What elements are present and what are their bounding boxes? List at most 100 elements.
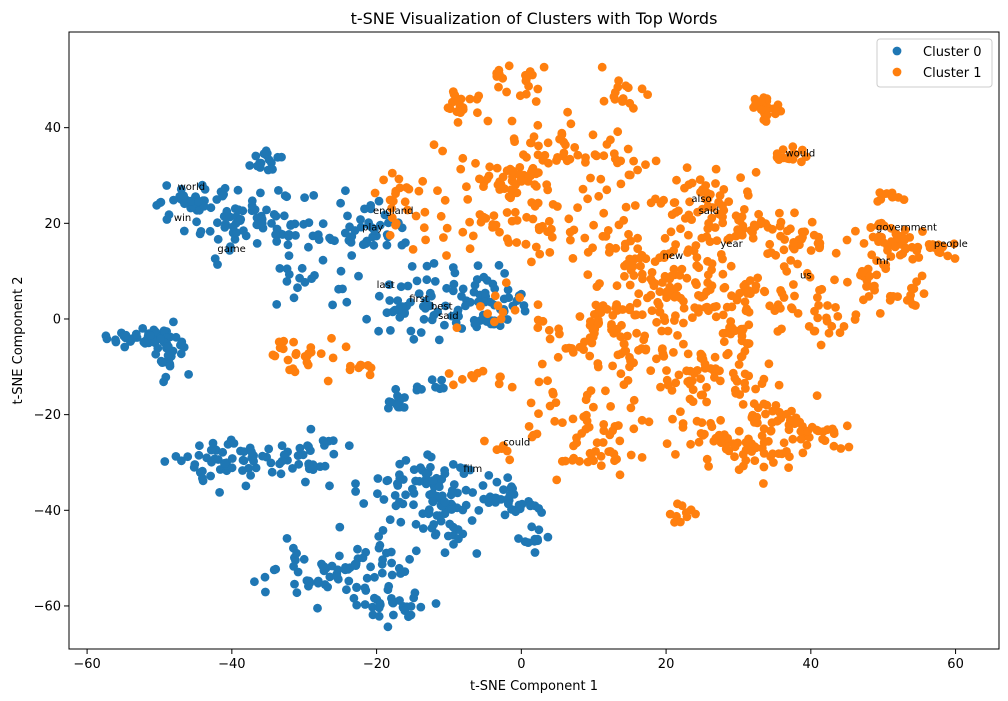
data-point — [654, 300, 664, 310]
data-point — [289, 562, 298, 571]
data-point — [744, 434, 753, 444]
data-point — [771, 250, 781, 260]
data-point — [566, 235, 575, 245]
data-point — [544, 158, 553, 168]
data-point — [935, 248, 945, 258]
data-point — [625, 261, 634, 271]
data-point — [545, 248, 555, 257]
data-point — [534, 377, 544, 387]
data-point — [711, 179, 720, 188]
data-point — [323, 376, 333, 386]
data-point — [395, 470, 404, 480]
data-point — [872, 270, 882, 280]
data-point — [662, 439, 672, 448]
data-point — [362, 314, 371, 324]
data-point — [656, 382, 665, 392]
data-point — [480, 436, 489, 446]
data-point — [710, 223, 720, 232]
data-point — [527, 257, 536, 267]
data-point — [641, 160, 650, 170]
data-point — [213, 455, 223, 464]
data-point — [704, 306, 713, 316]
data-point — [599, 151, 609, 161]
data-point — [428, 497, 438, 507]
data-point — [225, 246, 235, 255]
data-point — [674, 370, 684, 380]
data-point — [155, 198, 165, 208]
data-point — [309, 191, 319, 200]
x-tick-label: 0 — [517, 657, 525, 672]
data-point — [679, 303, 689, 313]
x-tick-label: 40 — [803, 657, 820, 672]
data-point — [784, 463, 793, 472]
data-point — [517, 176, 526, 186]
data-point — [421, 235, 430, 245]
data-point — [702, 454, 712, 464]
data-point — [760, 287, 770, 297]
data-point — [777, 324, 786, 334]
data-point — [626, 450, 636, 460]
data-point — [623, 83, 633, 93]
data-point — [408, 484, 417, 494]
data-point — [391, 501, 401, 511]
data-point — [392, 400, 402, 410]
data-point — [534, 141, 543, 151]
data-point — [776, 286, 785, 295]
data-point — [300, 193, 309, 203]
data-point — [352, 600, 362, 610]
data-point — [625, 98, 635, 108]
data-point — [694, 263, 704, 273]
data-point — [813, 293, 822, 302]
data-point — [818, 434, 827, 444]
data-point — [448, 263, 458, 272]
data-point — [603, 226, 613, 235]
data-point — [507, 382, 517, 392]
data-point — [919, 289, 929, 298]
data-point — [419, 223, 429, 233]
data-point — [647, 306, 657, 315]
data-point — [646, 198, 656, 208]
data-point — [313, 576, 323, 586]
data-point — [719, 283, 729, 293]
data-point — [454, 534, 463, 544]
data-point — [370, 572, 379, 582]
data-point — [887, 192, 897, 202]
data-point — [289, 293, 299, 303]
data-point — [238, 455, 248, 465]
data-point — [471, 158, 480, 168]
data-point — [769, 104, 779, 114]
data-point — [612, 281, 622, 291]
data-point — [506, 193, 515, 203]
word-label: first — [409, 294, 429, 305]
data-point — [702, 382, 711, 392]
data-point — [410, 588, 420, 598]
data-point — [762, 110, 772, 120]
data-point — [712, 236, 722, 246]
data-point — [682, 273, 692, 283]
data-point — [726, 261, 736, 271]
data-point — [483, 116, 493, 126]
data-point — [824, 328, 834, 338]
data-point — [727, 302, 737, 312]
data-point — [490, 291, 500, 301]
data-point — [403, 281, 413, 291]
data-point — [570, 143, 580, 152]
data-point — [374, 291, 384, 301]
data-point — [718, 269, 728, 279]
data-point — [788, 434, 798, 444]
x-tick-label: −60 — [73, 657, 100, 672]
data-point — [389, 610, 398, 620]
data-point — [218, 191, 227, 201]
data-point — [399, 403, 409, 412]
data-point — [647, 268, 657, 277]
data-point — [257, 219, 267, 228]
data-point — [917, 271, 927, 281]
data-point — [557, 130, 567, 140]
data-point — [551, 398, 561, 407]
data-point — [218, 447, 228, 457]
data-point — [241, 481, 251, 491]
data-point — [743, 339, 752, 349]
data-point — [213, 218, 222, 228]
y-tick-label: 20 — [44, 217, 61, 232]
data-point — [732, 295, 742, 305]
